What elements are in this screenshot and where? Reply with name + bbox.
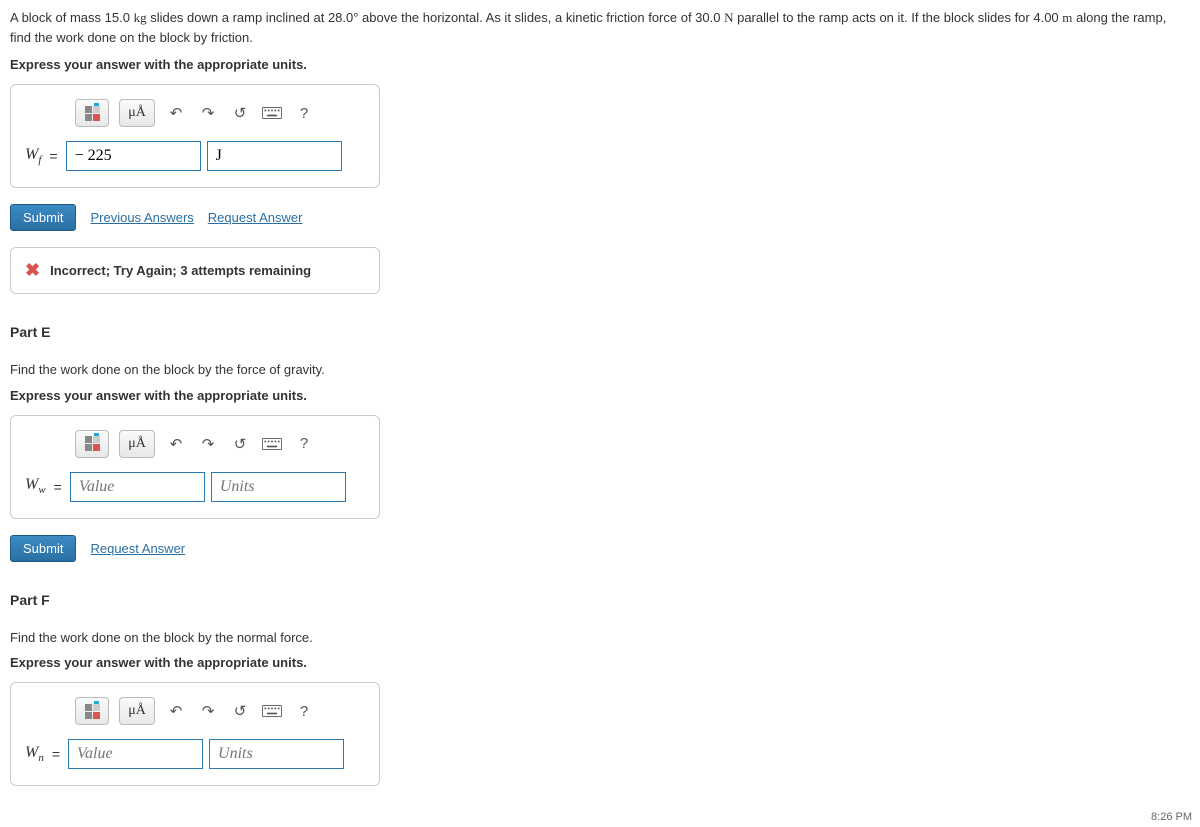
value-input-e[interactable]	[70, 472, 205, 502]
redo-icon[interactable]: ↷	[197, 430, 219, 458]
instruction-d: Express your answer with the appropriate…	[10, 57, 1190, 72]
part-f-text: Find the work done on the block by the n…	[10, 628, 1190, 648]
undo-icon[interactable]: ↶	[165, 430, 187, 458]
answer-box-d: μÅ ↶ ↷ ↺ ? Wf =	[10, 84, 380, 188]
submit-row-e: Submit Request Answer	[10, 535, 1190, 562]
help-icon[interactable]: ?	[293, 697, 315, 725]
value-input-d[interactable]	[66, 141, 201, 171]
previous-answers-link[interactable]: Previous Answers	[90, 210, 193, 225]
symbols-button[interactable]: μÅ	[119, 697, 155, 725]
templates-icon[interactable]	[75, 697, 109, 725]
var-wn: Wn	[25, 744, 44, 764]
toolbar-e: μÅ ↶ ↷ ↺ ?	[75, 430, 365, 458]
symbols-button[interactable]: μÅ	[119, 430, 155, 458]
var-ww: Ww	[25, 476, 46, 496]
symbols-button[interactable]: μÅ	[119, 99, 155, 127]
part-f-label: Part F	[10, 592, 1190, 608]
unit-input-f[interactable]	[209, 739, 344, 769]
unit-input-d[interactable]	[207, 141, 342, 171]
clock: 8:26 PM	[1151, 811, 1192, 823]
undo-icon[interactable]: ↶	[165, 697, 187, 725]
request-answer-link-d[interactable]: Request Answer	[208, 210, 303, 225]
unit-m: m	[1062, 10, 1072, 25]
instruction-e: Express your answer with the appropriate…	[10, 388, 1190, 403]
var-wf: Wf	[25, 146, 41, 166]
incorrect-icon: ✖	[25, 260, 40, 281]
help-icon[interactable]: ?	[293, 99, 315, 127]
templates-icon[interactable]	[75, 99, 109, 127]
equals-f: =	[52, 746, 60, 762]
keyboard-icon[interactable]	[261, 99, 283, 127]
submit-button-d[interactable]: Submit	[10, 204, 76, 231]
answer-box-e: μÅ ↶ ↷ ↺ ? Ww =	[10, 415, 380, 519]
input-row-d: Wf =	[25, 141, 365, 171]
part-e-label: Part E	[10, 324, 1190, 340]
part-e-text: Find the work done on the block by the f…	[10, 360, 1190, 380]
value-input-f[interactable]	[68, 739, 203, 769]
redo-icon[interactable]: ↷	[197, 697, 219, 725]
mu-label: μÅ	[128, 105, 146, 121]
problem-text-3: parallel to the ramp acts on it. If the …	[733, 10, 1062, 25]
redo-icon[interactable]: ↷	[197, 99, 219, 127]
instruction-f: Express your answer with the appropriate…	[10, 655, 1190, 670]
unit-input-e[interactable]	[211, 472, 346, 502]
toolbar-f: μÅ ↶ ↷ ↺ ?	[75, 697, 365, 725]
feedback-text: Incorrect; Try Again; 3 attempts remaini…	[50, 263, 311, 278]
feedback-box: ✖ Incorrect; Try Again; 3 attempts remai…	[10, 247, 380, 294]
toolbar-d: μÅ ↶ ↷ ↺ ?	[75, 99, 365, 127]
problem-text-1: A block of mass 15.0	[10, 10, 134, 25]
keyboard-icon[interactable]	[261, 430, 283, 458]
input-row-e: Ww =	[25, 472, 365, 502]
request-answer-link-e[interactable]: Request Answer	[90, 541, 185, 556]
keyboard-icon[interactable]	[261, 697, 283, 725]
problem-text-2: slides down a ramp inclined at 28.0° abo…	[147, 10, 725, 25]
submit-button-e[interactable]: Submit	[10, 535, 76, 562]
help-icon[interactable]: ?	[293, 430, 315, 458]
unit-kg: kg	[134, 10, 147, 25]
equals-d: =	[49, 148, 57, 164]
reset-icon[interactable]: ↺	[229, 430, 251, 458]
submit-row-d: Submit Previous Answers Request Answer	[10, 204, 1190, 231]
reset-icon[interactable]: ↺	[229, 99, 251, 127]
reset-icon[interactable]: ↺	[229, 697, 251, 725]
mu-label: μÅ	[128, 703, 146, 719]
templates-icon[interactable]	[75, 430, 109, 458]
undo-icon[interactable]: ↶	[165, 99, 187, 127]
answer-box-f: μÅ ↶ ↷ ↺ ? Wn =	[10, 682, 380, 786]
mu-label: μÅ	[128, 436, 146, 452]
problem-statement: A block of mass 15.0 kg slides down a ra…	[10, 8, 1190, 47]
input-row-f: Wn =	[25, 739, 365, 769]
equals-e: =	[54, 479, 62, 495]
